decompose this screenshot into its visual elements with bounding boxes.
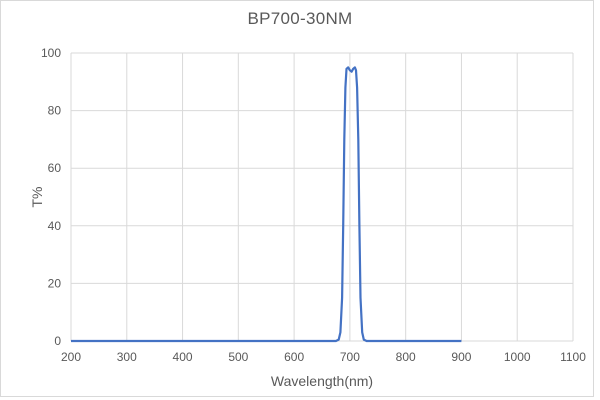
x-tick-label: 500 — [228, 350, 248, 364]
x-tick-label: 900 — [451, 350, 471, 364]
y-tick-label: 80 — [48, 104, 62, 118]
x-tick-label: 700 — [340, 350, 360, 364]
x-tick-label: 1000 — [504, 350, 531, 364]
y-tick-label: 0 — [54, 334, 61, 348]
gridlines — [70, 52, 574, 342]
x-axis-label: Wavelength(nm) — [271, 373, 373, 389]
x-axis-ticks: 200 300 400 500 600 700 800 900 1000 1100 — [61, 350, 586, 364]
y-tick-label: 60 — [48, 161, 62, 175]
x-tick-label: 1100 — [560, 350, 586, 364]
y-tick-label: 100 — [41, 46, 61, 60]
x-tick-label: 600 — [284, 350, 304, 364]
x-tick-label: 300 — [117, 350, 137, 364]
x-tick-label: 400 — [173, 350, 193, 364]
transmission-curve — [71, 66, 462, 343]
chart-title: BP700-30NM — [247, 9, 353, 28]
y-tick-label: 40 — [48, 219, 62, 233]
x-tick-label: 200 — [61, 350, 81, 364]
y-axis-ticks: 0 20 40 60 80 100 — [41, 46, 61, 348]
x-tick-label: 800 — [396, 350, 416, 364]
y-axis-label: T% — [29, 187, 45, 208]
y-tick-label: 20 — [48, 276, 62, 290]
